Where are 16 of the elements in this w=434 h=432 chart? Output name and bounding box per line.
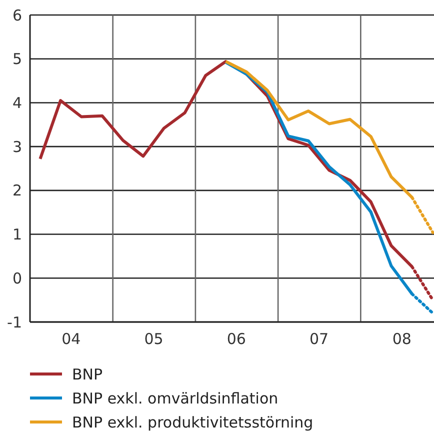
y-tick-label: 4 bbox=[12, 94, 22, 112]
y-tick-label: 6 bbox=[12, 6, 22, 24]
legend-label: BNP bbox=[72, 365, 103, 384]
y-tick-label: 2 bbox=[12, 182, 22, 200]
x-tick-label: 07 bbox=[309, 330, 329, 348]
x-tick-label: 08 bbox=[392, 330, 412, 348]
x-tick-label: 06 bbox=[226, 330, 246, 348]
y-tick-label: 1 bbox=[12, 226, 22, 244]
x-tick-label: 04 bbox=[62, 330, 81, 348]
y-tick-label: 0 bbox=[12, 269, 22, 288]
y-tick-label: -1 bbox=[7, 313, 22, 332]
y-tick-label: 5 bbox=[12, 50, 22, 68]
x-tick-label: 05 bbox=[144, 330, 164, 348]
legend-label: BNP exkl. omvärldsinflation bbox=[72, 389, 278, 408]
y-tick-label: 3 bbox=[12, 138, 22, 156]
legend-label: BNP exkl. produktivitetsstörning bbox=[72, 413, 314, 432]
